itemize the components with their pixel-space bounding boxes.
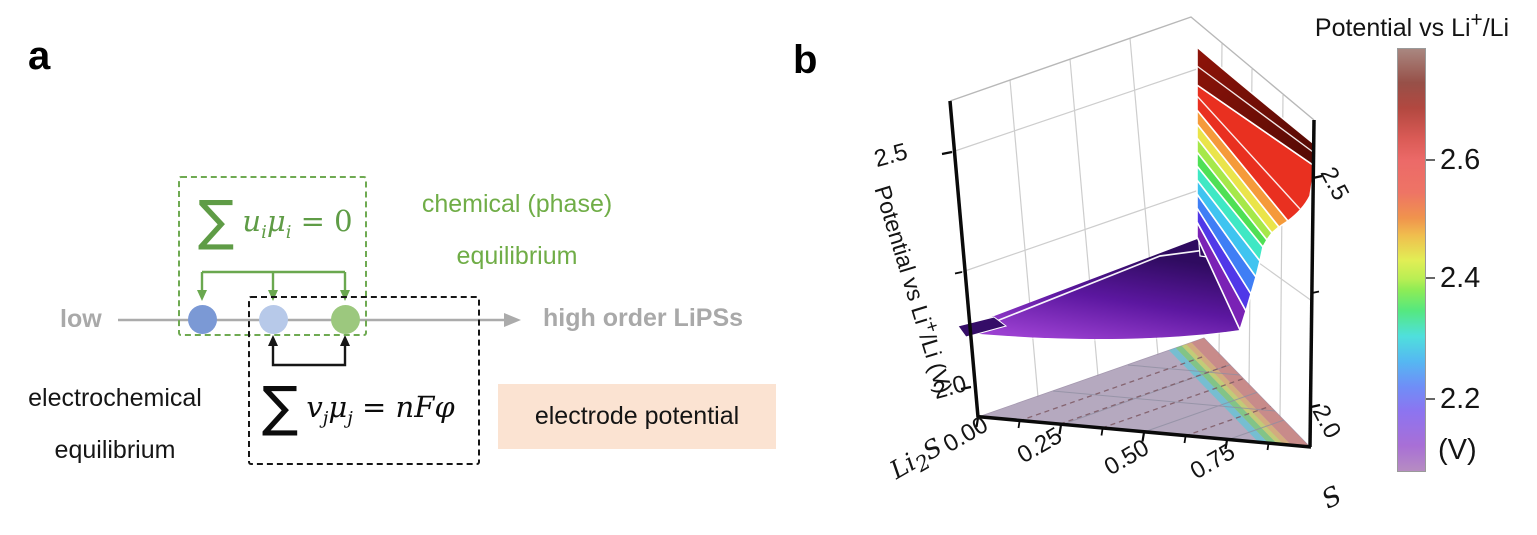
plot-axes (941, 100, 1323, 451)
z-axis-right (1308, 119, 1316, 448)
chemical-equilibrium-bracket (200, 270, 347, 292)
z-axis-left (948, 100, 980, 418)
box-top-edges (949, 16, 1315, 121)
electrochemical-caption: electrochemical equilibrium (0, 372, 235, 476)
chemical-caption: chemical (phase) equilibrium (392, 178, 642, 282)
electrochemical-equation: ∑ vjμj = nFφ (262, 380, 455, 434)
axis-ticks (941, 150, 1323, 451)
species-circle-low (187, 304, 217, 334)
colorbar-tick (1426, 398, 1435, 400)
colorbar-unit-label: (V) (1438, 434, 1477, 466)
surface-front-edge-highlight (969, 330, 1239, 341)
colorbar-gradient (1397, 48, 1426, 472)
electrode-potential-label: electrode potential (534, 402, 740, 430)
floor-projection (977, 337, 1312, 448)
panel-b-label: b (793, 38, 818, 82)
chemical-caption-line1: chemical (phase) (421, 190, 613, 218)
species-circle-high (330, 304, 360, 334)
surface-plateau (968, 238, 1240, 339)
floor-rainbow-band (1161, 338, 1310, 447)
colorbar-tick (1426, 159, 1435, 161)
down-arrow-icon (340, 290, 350, 301)
electrode-potential-box: electrode potential (498, 384, 776, 449)
colorbar-tick-label-26: 2.6 (1440, 144, 1481, 176)
surface-plot-3d (941, 16, 1323, 451)
electrochemical-caption-line2: equilibrium (54, 436, 176, 464)
electrochemical-equilibrium-bracket (271, 344, 347, 367)
cliff-contour-lines (1196, 65, 1314, 210)
panel-a-diagram-lines (118, 270, 521, 367)
surface-cliff-bands (1196, 46, 1314, 331)
up-arrow-icon (340, 335, 350, 346)
floor-gridlines (1052, 363, 1285, 441)
high-order-lipss-label: high order LiPSs (543, 304, 744, 332)
chemical-caption-line2: equilibrium (456, 242, 578, 270)
colorbar-tick-label-24: 2.4 (1440, 262, 1481, 294)
chemical-equation: ∑ uiμi = 0 (198, 194, 353, 248)
panel-a-label: a (28, 34, 51, 78)
chemical-equation-expr: uiμi = 0 (242, 204, 353, 243)
down-arrow-icon (268, 290, 278, 301)
low-order-label: low (60, 305, 102, 333)
lipss-axis-arrowhead-icon (504, 313, 521, 327)
up-arrow-icon (268, 335, 278, 346)
electrochemical-equilibrium-box (248, 296, 480, 465)
colorbar-tick-label-22: 2.2 (1440, 383, 1481, 415)
colorbar-title: Potential vs Li+/Li (1314, 8, 1510, 42)
sum-symbol: ∑ (262, 375, 299, 438)
chemical-equilibrium-box (178, 176, 367, 336)
down-arrow-icon (197, 290, 207, 301)
x-axis-bottom (976, 414, 1312, 449)
sum-symbol: ∑ (198, 189, 235, 252)
species-circle-mid (258, 304, 288, 334)
electrochemical-caption-line1: electrochemical (28, 384, 202, 412)
colorbar-tick (1426, 277, 1435, 279)
electrochemical-equation-expr: vjμj = nFφ (306, 390, 455, 429)
